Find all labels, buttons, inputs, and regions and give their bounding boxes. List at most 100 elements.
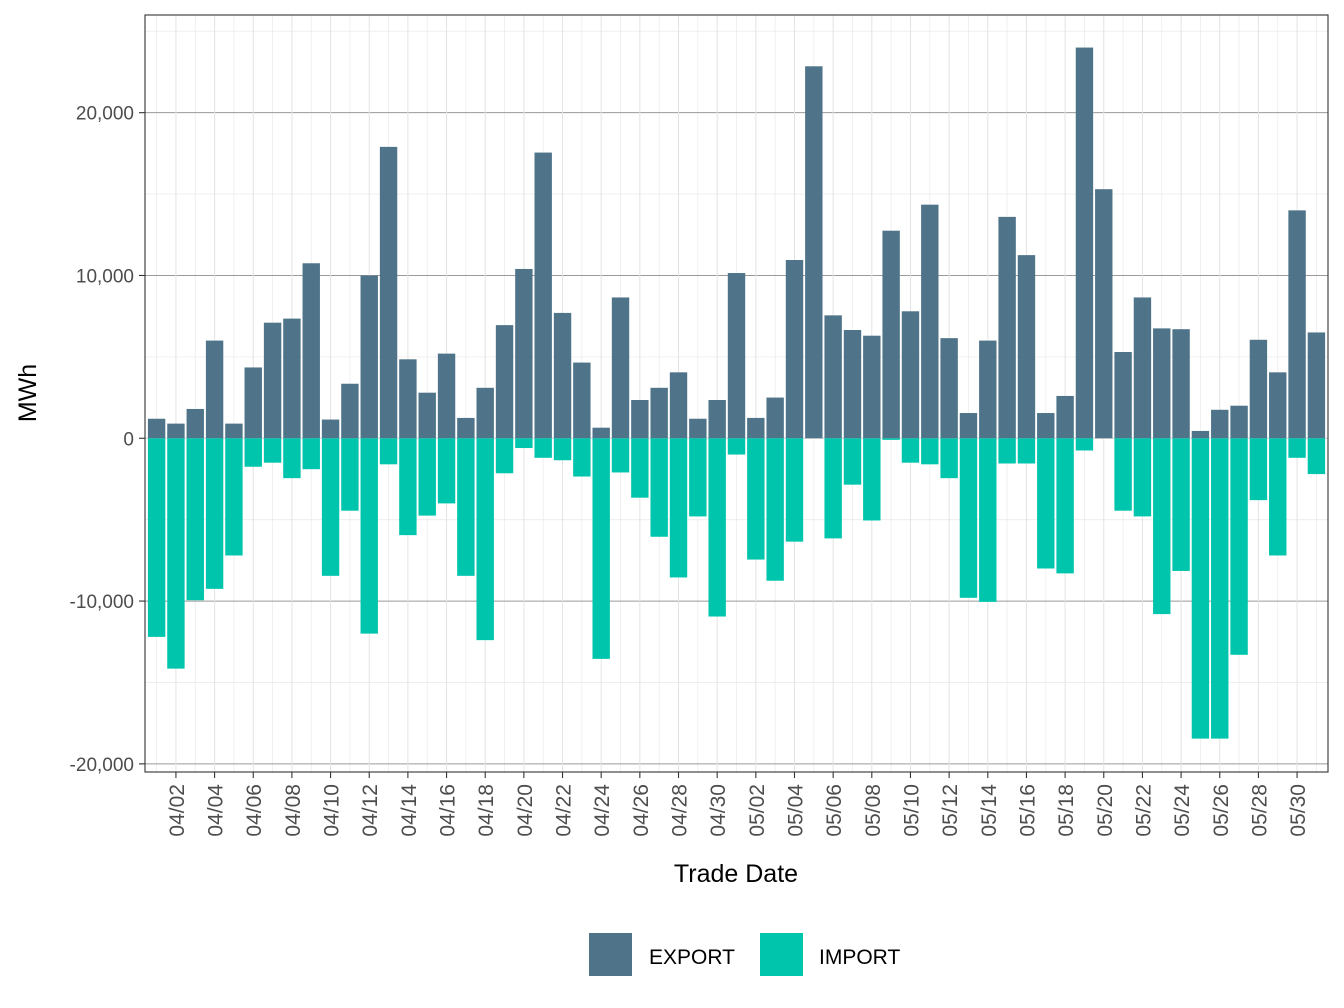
bar-import [1269, 438, 1287, 556]
bar-export [979, 340, 997, 439]
bar-import [631, 438, 649, 498]
y-tick-label: 0 [123, 429, 134, 450]
bar-import [1307, 438, 1326, 475]
legend-swatch-import [760, 933, 803, 976]
bar-export [244, 367, 262, 439]
legend-swatch-export [589, 933, 632, 976]
bar-export [534, 152, 552, 439]
bar-export [1288, 210, 1306, 439]
bar-import [1249, 438, 1268, 501]
x-tick-label: 05/18 [1055, 784, 1078, 837]
bar-import [940, 438, 958, 479]
x-tick-label: 04/24 [591, 784, 614, 837]
bar-import [1037, 438, 1055, 569]
bar-import [727, 438, 746, 455]
bar-export [399, 359, 417, 439]
bar-export [1230, 405, 1248, 439]
bar-export [843, 330, 862, 439]
x-tick-label: 05/08 [862, 784, 885, 837]
bar-import [1017, 438, 1036, 464]
y-tick-label: 20,000 [76, 104, 134, 125]
bar-export [766, 397, 784, 439]
bar-import [263, 438, 282, 463]
bar-export [1037, 413, 1055, 439]
bar-import [689, 438, 707, 517]
bar-export [476, 387, 494, 439]
bar-import [205, 438, 224, 589]
x-tick-label: 04/02 [166, 784, 189, 837]
bar-import [766, 438, 784, 581]
x-tick-label: 04/08 [282, 784, 305, 837]
bar-export [882, 230, 900, 439]
bar-import [1172, 438, 1190, 571]
bar-import [901, 438, 920, 463]
bar-import [1114, 438, 1132, 511]
bar-export [321, 419, 340, 439]
legend-label-export: EXPORT [649, 946, 735, 969]
bar-export [592, 427, 610, 439]
bar-import [167, 438, 185, 669]
bar-import [1211, 438, 1229, 739]
x-tick-label: 04/04 [205, 784, 228, 837]
bar-import [283, 438, 301, 479]
bar-import [515, 438, 533, 449]
bar-export [437, 353, 456, 439]
bar-import [650, 438, 668, 537]
bar-import [708, 438, 726, 617]
bar-export [360, 275, 378, 439]
x-tick-label: 05/30 [1287, 784, 1310, 837]
bar-import [476, 438, 494, 641]
bar-export [1153, 328, 1171, 439]
bar-import [553, 438, 572, 461]
legend: EXPORT IMPORT [589, 933, 900, 976]
bar-import [747, 438, 765, 560]
bar-import [959, 438, 978, 598]
bar-export [1017, 255, 1036, 439]
bar-import [457, 438, 475, 576]
bar-import [921, 438, 939, 465]
bar-import [495, 438, 514, 474]
bar-export [1133, 297, 1152, 439]
bar-export [863, 335, 881, 439]
bar-export [1211, 409, 1229, 439]
bar-export [727, 273, 746, 439]
bar-import [843, 438, 862, 485]
x-tick-label: 05/26 [1210, 784, 1233, 837]
bars [147, 47, 1326, 739]
bar-export [669, 372, 688, 439]
bar-import [785, 438, 804, 542]
bar-import [1153, 438, 1171, 615]
bar-export [708, 400, 726, 439]
x-tick-label: 04/22 [553, 784, 576, 837]
x-tick-label: 05/06 [823, 784, 846, 837]
bar-export [553, 312, 572, 439]
bar-import [321, 438, 340, 576]
bar-export [901, 311, 920, 439]
x-tick-label: 05/28 [1248, 784, 1271, 837]
y-axis-ticks: -20,000 -10,000 0 10,000 20,000 [70, 104, 145, 776]
bar-import [1133, 438, 1152, 517]
x-tick-label: 04/06 [243, 784, 266, 837]
y-axis-title: MWh [14, 364, 42, 422]
bar-import [379, 438, 398, 465]
bar-export [785, 260, 804, 439]
bar-import [534, 438, 552, 458]
bar-export [341, 383, 359, 439]
x-tick-label: 05/16 [1016, 784, 1039, 837]
bar-export [263, 322, 282, 439]
bar-export [573, 362, 591, 439]
y-tick-label: 10,000 [76, 266, 134, 287]
bar-import [186, 438, 204, 601]
bar-import [225, 438, 243, 556]
x-tick-label: 04/10 [321, 784, 344, 837]
x-tick-label: 05/14 [978, 784, 1001, 837]
bar-export [167, 423, 185, 439]
bar-export [283, 318, 301, 439]
bar-export [1056, 395, 1074, 439]
x-tick-label: 04/12 [359, 784, 382, 837]
bar-import [824, 438, 842, 539]
x-tick-label: 04/20 [514, 784, 537, 837]
x-tick-label: 04/28 [669, 784, 692, 837]
bar-export [418, 392, 436, 439]
